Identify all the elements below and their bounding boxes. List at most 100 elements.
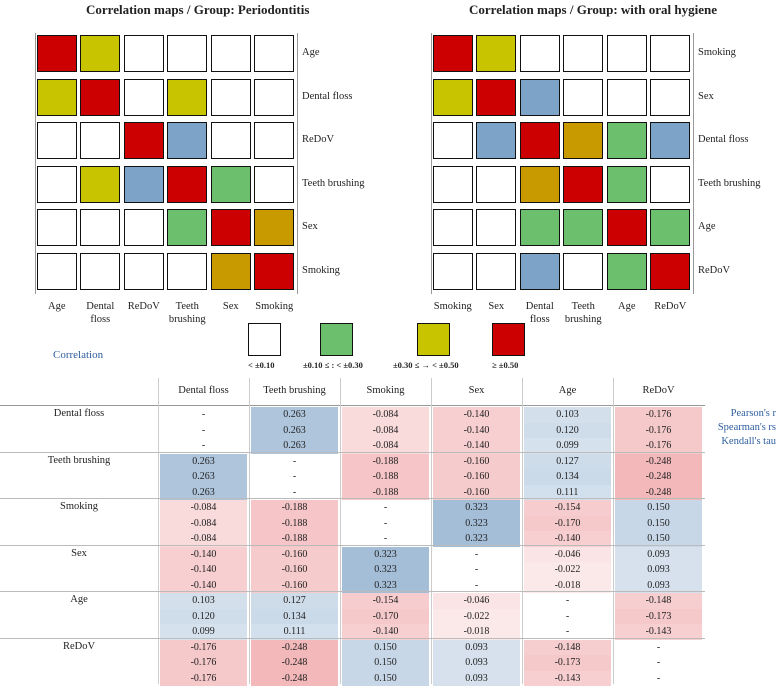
row-label: Sex — [698, 91, 714, 102]
method-label: Pearson's r — [731, 408, 776, 419]
heatmap-cell — [476, 122, 516, 159]
heatmap-cell — [650, 253, 690, 290]
heatmap-cell — [80, 122, 120, 159]
heatmap-cell — [476, 209, 516, 246]
table-cell: 0.150 — [342, 671, 429, 686]
table-cell: 0.263 — [251, 423, 338, 439]
row-label: Teeth brushing — [698, 178, 761, 189]
legend-label: < ±0.10 — [248, 360, 275, 370]
column-header: Dental floss — [158, 385, 249, 396]
row-label: Age — [302, 47, 320, 58]
column-header: Age — [522, 385, 613, 396]
table-cell: -0.022 — [433, 609, 520, 625]
heatmap-cell — [167, 79, 207, 116]
legend-swatch — [417, 323, 450, 356]
table-cell: - — [342, 516, 429, 532]
row-header: ReDoV — [14, 641, 144, 652]
heatmap-cell — [80, 35, 120, 72]
table-cell: 0.323 — [433, 516, 520, 532]
table-cell: -0.154 — [342, 593, 429, 609]
column-header: Teeth brushing — [249, 385, 340, 396]
table-cell: -0.160 — [251, 547, 338, 563]
heatmap-cell — [433, 79, 473, 116]
row-label: Dental floss — [698, 134, 748, 145]
heatmap-cell — [607, 166, 647, 203]
row-label: Dental floss — [302, 91, 352, 102]
table-cell: 0.120 — [160, 609, 247, 625]
heatmap-cell — [37, 253, 77, 290]
heatmap-cell — [650, 79, 690, 116]
heatmap-cell — [167, 253, 207, 290]
heatmap-cell — [211, 253, 251, 290]
table-cell: -0.173 — [524, 655, 611, 671]
heatmap-cell — [80, 209, 120, 246]
heatmap-cell — [563, 122, 603, 159]
table-cell: - — [524, 593, 611, 609]
table-cell: -0.248 — [251, 671, 338, 686]
heatmap-cell — [124, 122, 164, 159]
table-cell: 0.263 — [251, 407, 338, 423]
table-cell: -0.170 — [342, 609, 429, 625]
table-cell: 0.093 — [433, 640, 520, 656]
table-cell: -0.084 — [342, 407, 429, 423]
table-cell: 0.093 — [433, 671, 520, 686]
row-header: Dental floss — [14, 408, 144, 419]
table-cell: - — [615, 655, 702, 671]
row-divider — [0, 638, 705, 639]
table-cell: -0.140 — [160, 562, 247, 578]
legend-label: ±0.10 ≤ : < ±0.30 — [303, 360, 363, 370]
column-header: ReDoV — [613, 385, 704, 396]
column-label: Teeth brushing — [162, 300, 212, 326]
heatmap-cell — [520, 122, 560, 159]
heatmap-cell — [211, 35, 251, 72]
heatmap-cell — [650, 166, 690, 203]
heatmap-cell — [211, 209, 251, 246]
heatmap-cell — [211, 166, 251, 203]
table-cell: -0.248 — [615, 469, 702, 485]
table-cell: -0.188 — [342, 454, 429, 470]
row-label: ReDoV — [302, 134, 334, 145]
table-cell: -0.143 — [524, 671, 611, 686]
row-label: Sex — [302, 221, 318, 232]
heatmap-cell — [254, 122, 294, 159]
heatmap-cell — [80, 79, 120, 116]
table-cell: - — [433, 547, 520, 563]
table-cell: -0.154 — [524, 500, 611, 516]
table-cell: -0.176 — [615, 423, 702, 439]
row-label: Smoking — [698, 47, 736, 58]
table-cell: -0.084 — [160, 516, 247, 532]
row-header: Age — [14, 594, 144, 605]
heatmap-cell — [167, 122, 207, 159]
heatmap-cell — [167, 166, 207, 203]
heatmap-cell — [607, 35, 647, 72]
table-cell: 0.127 — [524, 454, 611, 470]
heatmap-cell — [433, 209, 473, 246]
table-cell: -0.160 — [433, 469, 520, 485]
table-cell: 0.093 — [615, 547, 702, 563]
legend-swatch — [320, 323, 353, 356]
table-cell: 0.134 — [524, 469, 611, 485]
row-divider — [0, 452, 705, 453]
table-cell: -0.248 — [251, 640, 338, 656]
heatmap-cell — [433, 166, 473, 203]
row-divider — [0, 498, 705, 499]
heatmap-cell — [520, 35, 560, 72]
table-cell: 0.134 — [251, 609, 338, 625]
row-header: Teeth brushing — [14, 455, 144, 466]
table-cell: -0.148 — [615, 593, 702, 609]
table-cell: -0.170 — [524, 516, 611, 532]
table-cell: -0.160 — [433, 454, 520, 470]
column-label: Teeth brushing — [558, 300, 608, 326]
table-top-rule — [0, 405, 705, 406]
table-cell: -0.140 — [160, 547, 247, 563]
heatmap-cell — [520, 166, 560, 203]
table-cell: 0.127 — [251, 593, 338, 609]
table-cell: 0.150 — [342, 640, 429, 656]
heatmap-cell — [124, 253, 164, 290]
table-cell: - — [433, 562, 520, 578]
heatmap-cell — [563, 253, 603, 290]
table-cell: - — [251, 454, 338, 470]
heatmap-cell — [167, 209, 207, 246]
heatmap-cell — [80, 253, 120, 290]
heatmap-cell — [211, 122, 251, 159]
